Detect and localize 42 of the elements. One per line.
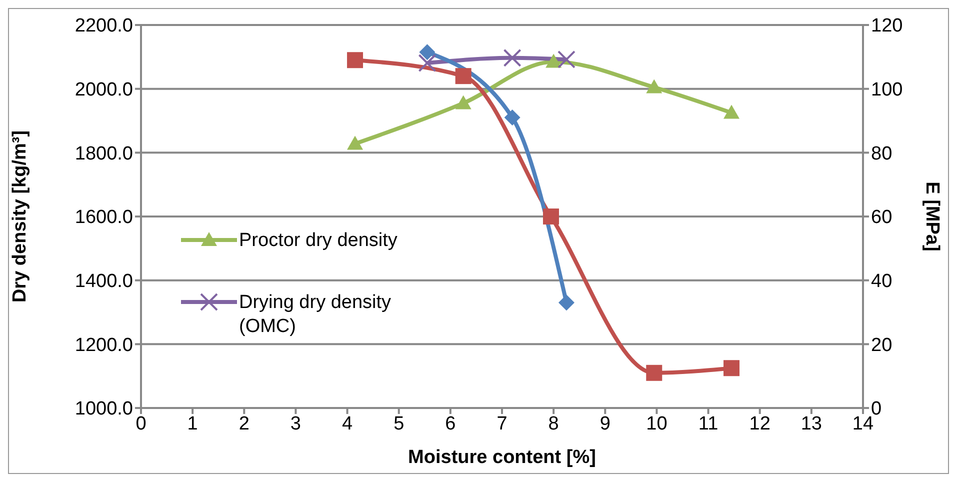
x-tick-label: 14 <box>852 413 874 434</box>
y-tick-label: 2000.0 <box>74 80 133 101</box>
point <box>558 294 574 311</box>
legend-label: Proctor dry density <box>239 229 398 253</box>
x-tick-label: 0 <box>136 413 146 434</box>
point <box>723 360 740 376</box>
x-tick-label: 3 <box>290 413 302 434</box>
y-tick-label: 1800.0 <box>74 143 133 164</box>
point <box>347 52 364 68</box>
x-tick-label: 4 <box>342 413 353 434</box>
x-tick-label: 12 <box>749 413 770 434</box>
y2-axis-title: E [MPa] <box>921 182 942 252</box>
y2-tick-label: 20 <box>871 334 892 356</box>
point <box>542 208 559 224</box>
point <box>504 110 520 126</box>
x-tick-label: 2 <box>238 413 250 434</box>
point <box>646 364 662 381</box>
y-tick-label: 1000.0 <box>74 398 133 420</box>
point <box>419 44 436 60</box>
x-tick-label: 13 <box>800 413 822 434</box>
y2-tick-label: 100 <box>871 80 903 101</box>
x-tick-label: 5 <box>394 413 404 434</box>
x-tick-label: 8 <box>548 413 559 434</box>
y-tick-label: 1200.0 <box>74 334 133 356</box>
y2-tick-label: 80 <box>871 143 892 164</box>
x-axis-title: Moisture content [%] <box>408 447 596 468</box>
x-tick-label: 7 <box>496 413 508 434</box>
y-tick-label: 2200.0 <box>74 16 133 37</box>
point <box>455 68 472 84</box>
x-tick-label: 9 <box>600 413 610 434</box>
x-tick-label: 11 <box>698 413 718 434</box>
y-tick-label: 1400.0 <box>74 271 133 292</box>
y2-tick-label: 60 <box>871 207 892 228</box>
x-tick-label: 1 <box>187 413 198 434</box>
y2-tick-label: 0 <box>871 398 882 420</box>
y-axis-title: Dry density [kg/m³] <box>10 130 31 303</box>
x-tick-label: 10 <box>646 413 668 434</box>
legend-label: Drying dry density (OMC) <box>239 291 392 339</box>
y-tick-label: 1600.0 <box>74 207 133 228</box>
y2-tick-label: 120 <box>871 16 903 37</box>
y2-tick-label: 40 <box>871 271 892 292</box>
x-tick-label: 6 <box>445 413 456 434</box>
